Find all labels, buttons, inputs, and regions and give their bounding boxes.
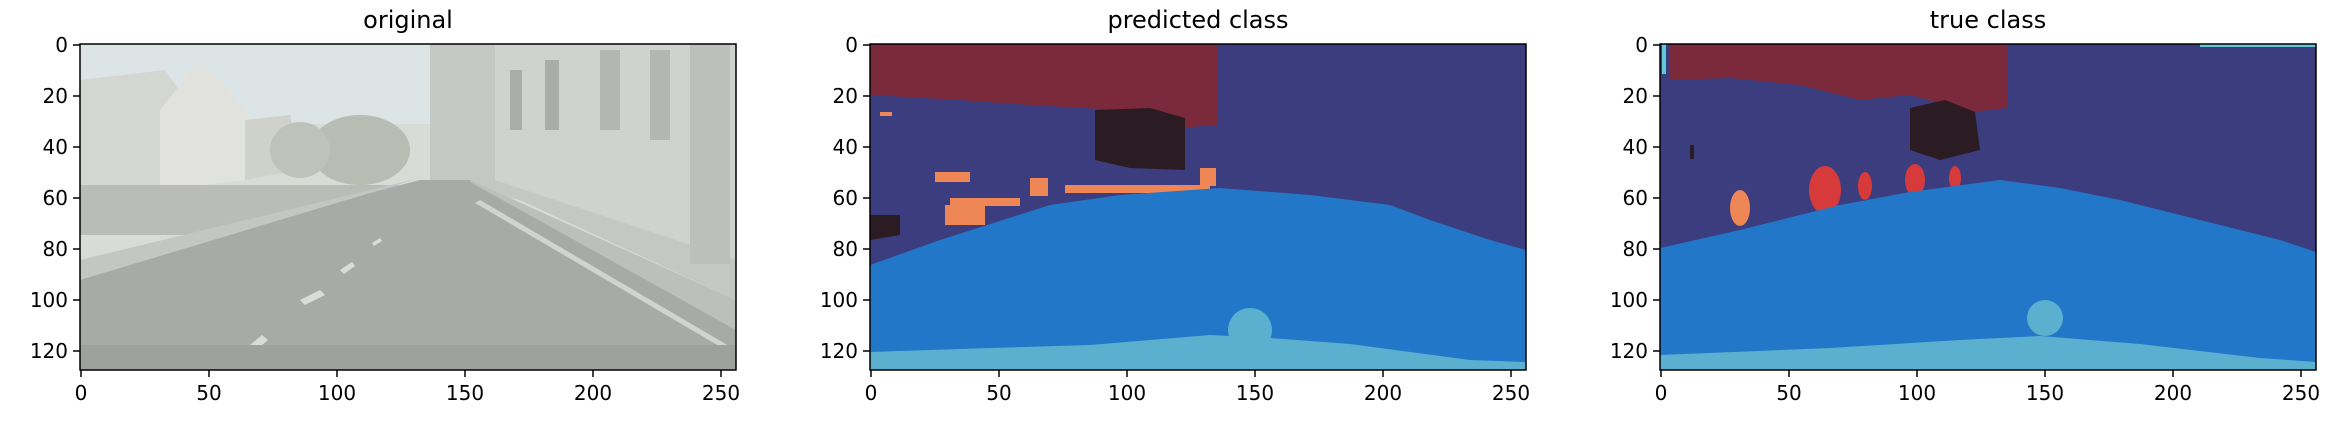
y-tick-label: 40 — [833, 135, 858, 159]
y-tick-label: 0 — [845, 33, 858, 57]
street-photo — [80, 44, 736, 370]
x-tick-label: 150 — [1236, 381, 1274, 405]
x-tick-label: 150 — [446, 381, 484, 405]
y-tick-label: 0 — [1635, 33, 1648, 57]
y-tick-label: 120 — [820, 339, 858, 363]
y-tick-label: 20 — [833, 84, 858, 108]
x-axis: 0 50 100 150 200 250 — [865, 370, 1530, 405]
x-tick-label: 100 — [1108, 381, 1146, 405]
x-tick-label: 100 — [318, 381, 356, 405]
axes-true: 0 20 40 60 80 100 120 0 50 100 150 200 2… — [1610, 33, 2320, 405]
x-tick-label: 200 — [574, 381, 612, 405]
y-axis: 0 20 40 60 80 100 120 — [820, 33, 870, 363]
x-tick-label: 200 — [1364, 381, 1402, 405]
x-tick-label: 50 — [1776, 381, 1801, 405]
x-tick-label: 250 — [2282, 381, 2320, 405]
x-axis: 0 50 100 150 200 250 — [75, 370, 740, 405]
axes-original: 0 20 40 60 80 100 120 0 50 100 150 200 2… — [30, 33, 740, 405]
panel-title: true class — [1929, 6, 2047, 34]
axes-predicted: 0 20 40 60 80 100 120 0 50 100 150 200 2… — [820, 33, 1530, 405]
segmentation-true — [1660, 44, 2316, 370]
y-tick-label: 100 — [1610, 288, 1648, 312]
x-tick-label: 150 — [2026, 381, 2064, 405]
x-tick-label: 250 — [702, 381, 740, 405]
panel-predicted: predicted class — [790, 0, 1550, 424]
y-tick-label: 40 — [1623, 135, 1648, 159]
y-tick-label: 20 — [1623, 84, 1648, 108]
y-tick-label: 60 — [833, 186, 858, 210]
y-axis: 0 20 40 60 80 100 120 — [1610, 33, 1660, 363]
y-tick-label: 120 — [30, 339, 68, 363]
y-tick-label: 80 — [1623, 237, 1648, 261]
panel-original: original — [0, 0, 760, 424]
x-tick-label: 50 — [986, 381, 1011, 405]
y-tick-label: 100 — [30, 288, 68, 312]
y-tick-label: 60 — [1623, 186, 1648, 210]
x-tick-label: 250 — [1492, 381, 1530, 405]
x-tick-label: 200 — [2154, 381, 2192, 405]
panel-title: original — [363, 6, 453, 34]
x-tick-label: 0 — [1655, 381, 1668, 405]
y-tick-label: 40 — [43, 135, 68, 159]
y-tick-label: 0 — [55, 33, 68, 57]
y-tick-label: 80 — [833, 237, 858, 261]
y-tick-label: 60 — [43, 186, 68, 210]
panel-title: predicted class — [1107, 6, 1289, 34]
y-tick-label: 120 — [1610, 339, 1648, 363]
x-tick-label: 50 — [196, 381, 221, 405]
x-axis: 0 50 100 150 200 250 — [1655, 370, 2320, 405]
y-axis: 0 20 40 60 80 100 120 — [30, 33, 80, 363]
y-tick-label: 100 — [820, 288, 858, 312]
x-tick-label: 100 — [1898, 381, 1936, 405]
panel-true: true class — [1580, 0, 2340, 424]
x-tick-label: 0 — [75, 381, 88, 405]
x-tick-label: 0 — [865, 381, 878, 405]
y-tick-label: 20 — [43, 84, 68, 108]
y-tick-label: 80 — [43, 237, 68, 261]
segmentation-predicted — [870, 44, 1526, 370]
